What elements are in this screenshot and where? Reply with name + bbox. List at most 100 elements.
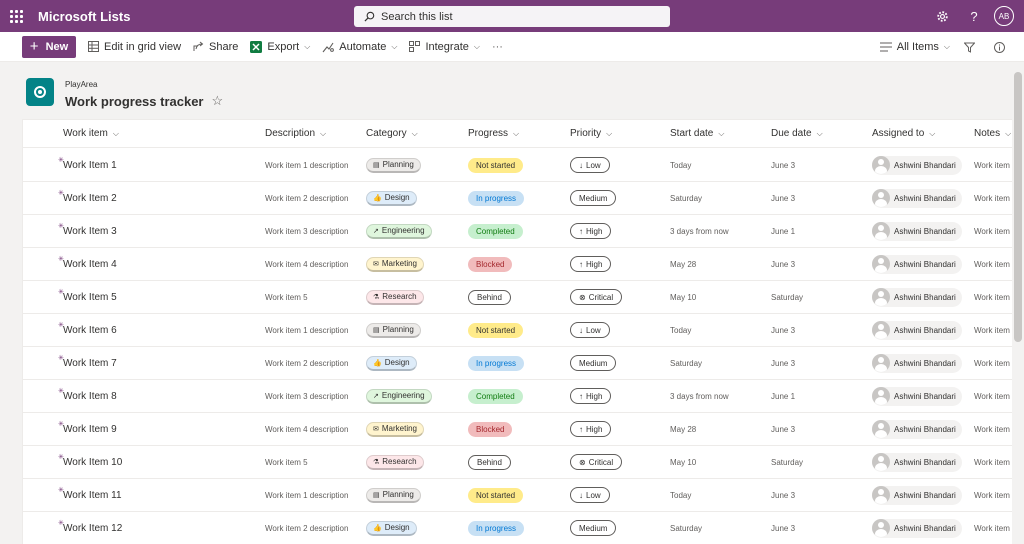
work-item-cell[interactable]: ✳ Work Item 7 bbox=[58, 347, 117, 379]
table-row[interactable]: ✳ Work Item 7 Work item 2 description 👍 D… bbox=[23, 347, 1012, 380]
table-row[interactable]: ✳ Work Item 4 Work item 4 description ✉ M… bbox=[23, 248, 1012, 281]
category-label: Design bbox=[384, 523, 410, 532]
priority-label: Low bbox=[586, 490, 601, 500]
site-name[interactable]: PlayArea bbox=[65, 80, 98, 89]
priority-cell: ↑ High bbox=[570, 215, 612, 247]
person-chip[interactable]: Ashwini Bhandari bbox=[872, 353, 962, 373]
notes-cell: Work item bbox=[974, 160, 1010, 170]
info-button[interactable] bbox=[994, 36, 1010, 58]
work-item-cell[interactable]: ✳ Work Item 10 bbox=[58, 446, 123, 478]
person-chip[interactable]: Ashwini Bhandari bbox=[872, 188, 962, 208]
description-cell: Work item 1 description bbox=[265, 490, 349, 500]
work-item-cell[interactable]: ✳ Work Item 3 bbox=[58, 215, 117, 247]
table-row[interactable]: ✳ Work Item 1 Work item 1 description ▤ P… bbox=[23, 149, 1012, 182]
work-item-title[interactable]: Work Item 3 bbox=[63, 225, 117, 237]
table-row[interactable]: ✳ Work Item 11 Work item 1 description ▤… bbox=[23, 479, 1012, 512]
table-row[interactable]: ✳ Work Item 3 Work item 3 description ↗ E… bbox=[23, 215, 1012, 248]
table-row[interactable]: ✳ Work Item 2 Work item 2 description 👍 D… bbox=[23, 182, 1012, 215]
person-chip[interactable]: Ashwini Bhandari bbox=[872, 221, 962, 241]
work-item-cell[interactable]: ✳ Work Item 2 bbox=[58, 182, 117, 214]
work-item-title[interactable]: Work Item 11 bbox=[63, 489, 122, 501]
work-item-title[interactable]: Work Item 5 bbox=[63, 291, 117, 303]
work-item-title[interactable]: Work Item 2 bbox=[63, 192, 117, 204]
work-item-title[interactable]: Work Item 6 bbox=[63, 324, 117, 336]
category-label: Marketing bbox=[381, 424, 417, 433]
person-chip[interactable]: Ashwini Bhandari bbox=[872, 254, 962, 274]
priority-pill: Medium bbox=[570, 355, 617, 371]
column-header-work-item[interactable]: Work item ⌵ bbox=[63, 128, 119, 139]
work-item-cell[interactable]: ✳ Work Item 6 bbox=[58, 314, 117, 346]
person-chip[interactable]: Ashwini Bhandari bbox=[872, 452, 962, 472]
column-header-due-date[interactable]: Due date ⌵ bbox=[771, 128, 823, 139]
work-item-title[interactable]: Work Item 12 bbox=[63, 522, 123, 534]
person-chip[interactable]: Ashwini Bhandari bbox=[872, 518, 962, 538]
scrollbar-thumb[interactable] bbox=[1014, 72, 1022, 342]
share-button[interactable]: Share bbox=[193, 36, 238, 58]
column-header-row: Work item ⌵ Description ⌵ Category ⌵ Progre… bbox=[23, 120, 1012, 148]
person-name: Ashwini Bhandari bbox=[894, 193, 956, 203]
work-item-cell[interactable]: ✳ Work Item 9 bbox=[58, 413, 117, 445]
table-row[interactable]: ✳ Work Item 8 Work item 3 description ↗ E… bbox=[23, 380, 1012, 413]
work-item-title[interactable]: Work Item 9 bbox=[63, 423, 117, 435]
description-cell: Work item 3 description bbox=[265, 391, 349, 401]
work-item-title[interactable]: Work Item 1 bbox=[63, 159, 117, 171]
view-switcher[interactable]: All Items ⌵ bbox=[879, 36, 950, 58]
work-item-title[interactable]: Work Item 10 bbox=[63, 456, 123, 468]
integrate-button[interactable]: Integrate ⌵ bbox=[409, 36, 480, 58]
category-pill: ▤ Planning bbox=[366, 487, 421, 503]
user-avatar[interactable]: AB bbox=[994, 6, 1014, 26]
category-pill: ✉ Marketing bbox=[366, 256, 424, 272]
work-item-cell[interactable]: ✳ Work Item 1 bbox=[58, 149, 117, 181]
work-item-cell[interactable]: ✳ Work Item 4 bbox=[58, 248, 117, 280]
automate-button[interactable]: Automate ⌵ bbox=[322, 36, 397, 58]
person-chip[interactable]: Ashwini Bhandari bbox=[872, 155, 962, 175]
priority-pill: ↑ High bbox=[570, 421, 612, 437]
settings-button[interactable] bbox=[926, 0, 958, 32]
filter-button[interactable] bbox=[964, 36, 980, 58]
table-row[interactable]: ✳ Work Item 9 Work item 4 description ✉ M… bbox=[23, 413, 1012, 446]
search-input[interactable]: Search this list bbox=[354, 6, 670, 27]
vertical-scrollbar[interactable] bbox=[1012, 62, 1024, 544]
column-header-description[interactable]: Description ⌵ bbox=[265, 128, 326, 139]
person-chip[interactable]: Ashwini Bhandari bbox=[872, 287, 962, 307]
column-header-assigned-to[interactable]: Assigned to ⌵ bbox=[872, 128, 935, 139]
progress-cell: Not started bbox=[468, 149, 524, 181]
person-chip[interactable]: Ashwini Bhandari bbox=[872, 419, 962, 439]
new-button[interactable]: + New bbox=[22, 35, 76, 58]
work-item-cell[interactable]: ✳ Work Item 11 bbox=[58, 479, 122, 511]
export-button[interactable]: Export ⌵ bbox=[250, 36, 310, 58]
work-item-title[interactable]: Work Item 7 bbox=[63, 357, 117, 369]
priority-label: High bbox=[586, 424, 603, 434]
suite-bar: Microsoft Lists Search this list ? AB bbox=[0, 0, 1024, 32]
person-chip[interactable]: Ashwini Bhandari bbox=[872, 386, 962, 406]
app-launcher-button[interactable] bbox=[0, 0, 32, 32]
notes-cell: Work item bbox=[974, 457, 1010, 467]
favorite-star-icon[interactable]: ☆ bbox=[211, 93, 224, 108]
column-header-category[interactable]: Category ⌵ bbox=[366, 128, 418, 139]
table-row[interactable]: ✳ Work Item 5 Work item 5 ⚗ Research Behi… bbox=[23, 281, 1012, 314]
more-button[interactable]: ··· bbox=[492, 36, 503, 58]
info-icon bbox=[994, 41, 1005, 53]
person-name: Ashwini Bhandari bbox=[894, 259, 956, 269]
chevron-down-icon: ⌵ bbox=[1005, 128, 1012, 138]
work-item-cell[interactable]: ✳ Work Item 8 bbox=[58, 380, 117, 412]
column-header-start-date[interactable]: Start date ⌵ bbox=[670, 128, 724, 139]
work-item-title[interactable]: Work Item 4 bbox=[63, 258, 117, 270]
category-icon: ↗ bbox=[373, 227, 379, 235]
column-header-priority[interactable]: Priority ⌵ bbox=[570, 128, 612, 139]
help-button[interactable]: ? bbox=[958, 0, 990, 32]
assigned-to-cell: Ashwini Bhandari bbox=[872, 413, 962, 445]
person-chip[interactable]: Ashwini Bhandari bbox=[872, 485, 962, 505]
work-item-cell[interactable]: ✳ Work Item 5 bbox=[58, 281, 117, 313]
new-item-icon: ✳ bbox=[58, 289, 64, 296]
work-item-title[interactable]: Work Item 8 bbox=[63, 390, 117, 402]
person-chip[interactable]: Ashwini Bhandari bbox=[872, 320, 962, 340]
table-row[interactable]: ✳ Work Item 12 Work item 2 description 👍… bbox=[23, 512, 1012, 544]
work-item-cell[interactable]: ✳ Work Item 12 bbox=[58, 512, 123, 544]
app-title[interactable]: Microsoft Lists bbox=[38, 8, 131, 24]
column-header-progress[interactable]: Progress ⌵ bbox=[468, 128, 519, 139]
edit-grid-button[interactable]: Edit in grid view bbox=[88, 36, 181, 58]
column-header-notes[interactable]: Notes ⌵ bbox=[974, 128, 1011, 139]
table-row[interactable]: ✳ Work Item 6 Work item 1 description ▤ P… bbox=[23, 314, 1012, 347]
table-row[interactable]: ✳ Work Item 10 Work item 5 ⚗ Research Beh… bbox=[23, 446, 1012, 479]
